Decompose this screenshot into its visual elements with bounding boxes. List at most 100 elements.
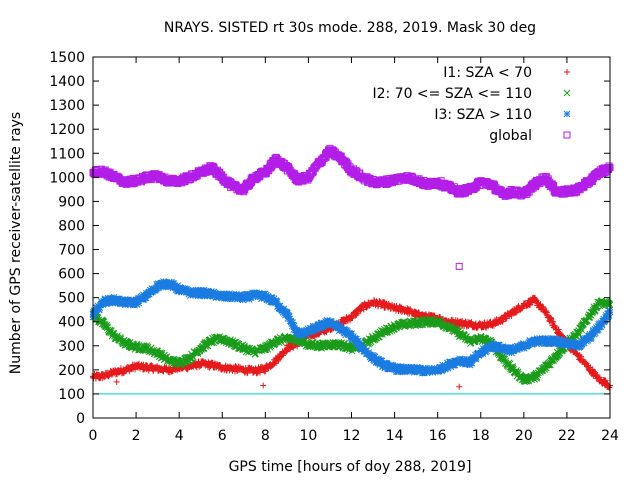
data-point [520,301,527,308]
legend-label: I3: SZA > 110 [434,107,532,123]
data-point [455,356,463,364]
data-point [391,305,398,312]
y-tick-label: 600 [58,267,85,283]
data-point [531,337,538,345]
data-point [143,344,151,352]
data-point [542,309,549,316]
data-point [510,309,517,316]
y-tick-label: 0 [76,411,85,427]
data-point [272,155,280,163]
data-point [542,337,549,345]
data-point [348,344,355,352]
data-point [304,173,312,181]
data-point [208,290,215,298]
data-point [273,357,280,364]
data-point [412,176,420,184]
data-point [498,190,506,198]
y-tick-label: 300 [58,339,85,355]
data-point [358,344,366,352]
y-tick-label: 500 [58,291,85,307]
data-point [111,173,119,181]
data-point [466,359,474,367]
x-tick-label: 12 [343,428,361,444]
data-point [230,365,237,372]
data-point [552,352,560,359]
data-point [369,335,377,342]
data-point [595,169,603,177]
data-point [164,177,172,185]
data-point [391,323,398,330]
data-point [520,376,528,383]
y-tick-label: 100 [58,387,85,403]
x-tick-label: 4 [175,428,184,444]
data-point [477,178,485,186]
data-point [175,285,183,293]
data-point [132,343,140,351]
data-point [218,173,226,181]
data-point [251,348,258,356]
data-point [477,335,485,342]
data-point [402,320,409,328]
data-point [294,176,302,184]
data-point [466,185,474,193]
data-point [283,311,291,318]
data-point [111,296,118,304]
data-point [100,167,108,175]
y-axis-label: Number of GPS receiver-satellite rays [8,112,24,374]
data-point [595,323,603,330]
data-point [121,340,129,347]
axis-layer: 0 2 4 6 8 10 12 14 16 18 20 22 240100200300400500600… [49,50,619,444]
outlier-point [113,378,120,385]
data-point [229,340,237,347]
data-point [154,172,162,180]
data-point [509,347,517,354]
x-tick-label: 20 [515,428,533,444]
data-point [143,291,151,299]
data-point [294,330,301,338]
data-point [391,365,398,373]
data-point [229,293,237,300]
data-point [197,169,205,177]
data-point [218,335,226,342]
data-point [154,365,161,372]
data-point [208,362,215,369]
legend-label: global [489,128,532,144]
chart-title: NRAYS. SISTED rt 30s mode. 288, 2019. Ma… [164,20,536,36]
data-point [596,376,603,383]
data-point [337,325,345,333]
data-point [240,294,248,302]
data-point [380,328,388,335]
data-point [315,342,323,350]
y-tick-label: 700 [58,243,85,259]
data-point [359,304,366,311]
data-point [369,354,377,362]
data-point [165,356,172,364]
data-point [541,173,549,181]
data-point [208,337,215,345]
data-point [434,178,442,186]
data-point [402,306,409,313]
data-point [563,188,571,196]
data-point [369,178,377,186]
x-tick-label: 2 [132,428,141,444]
data-point [218,293,226,300]
x-tick-label: 14 [386,428,404,444]
data-point [111,369,118,376]
data-point [251,291,258,299]
data-point [197,344,205,352]
data-point [100,297,108,305]
data-point [553,325,560,332]
data-point [574,330,582,338]
data-point [121,299,129,306]
data-point [423,367,431,375]
data-point [488,342,495,350]
x-tick-label: 22 [558,428,576,444]
data-point [584,178,592,186]
data-point [531,181,539,189]
data-point [456,319,463,326]
data-point [229,183,237,191]
data-point [574,342,582,350]
data-point [348,166,355,174]
legend-marker [563,89,571,97]
